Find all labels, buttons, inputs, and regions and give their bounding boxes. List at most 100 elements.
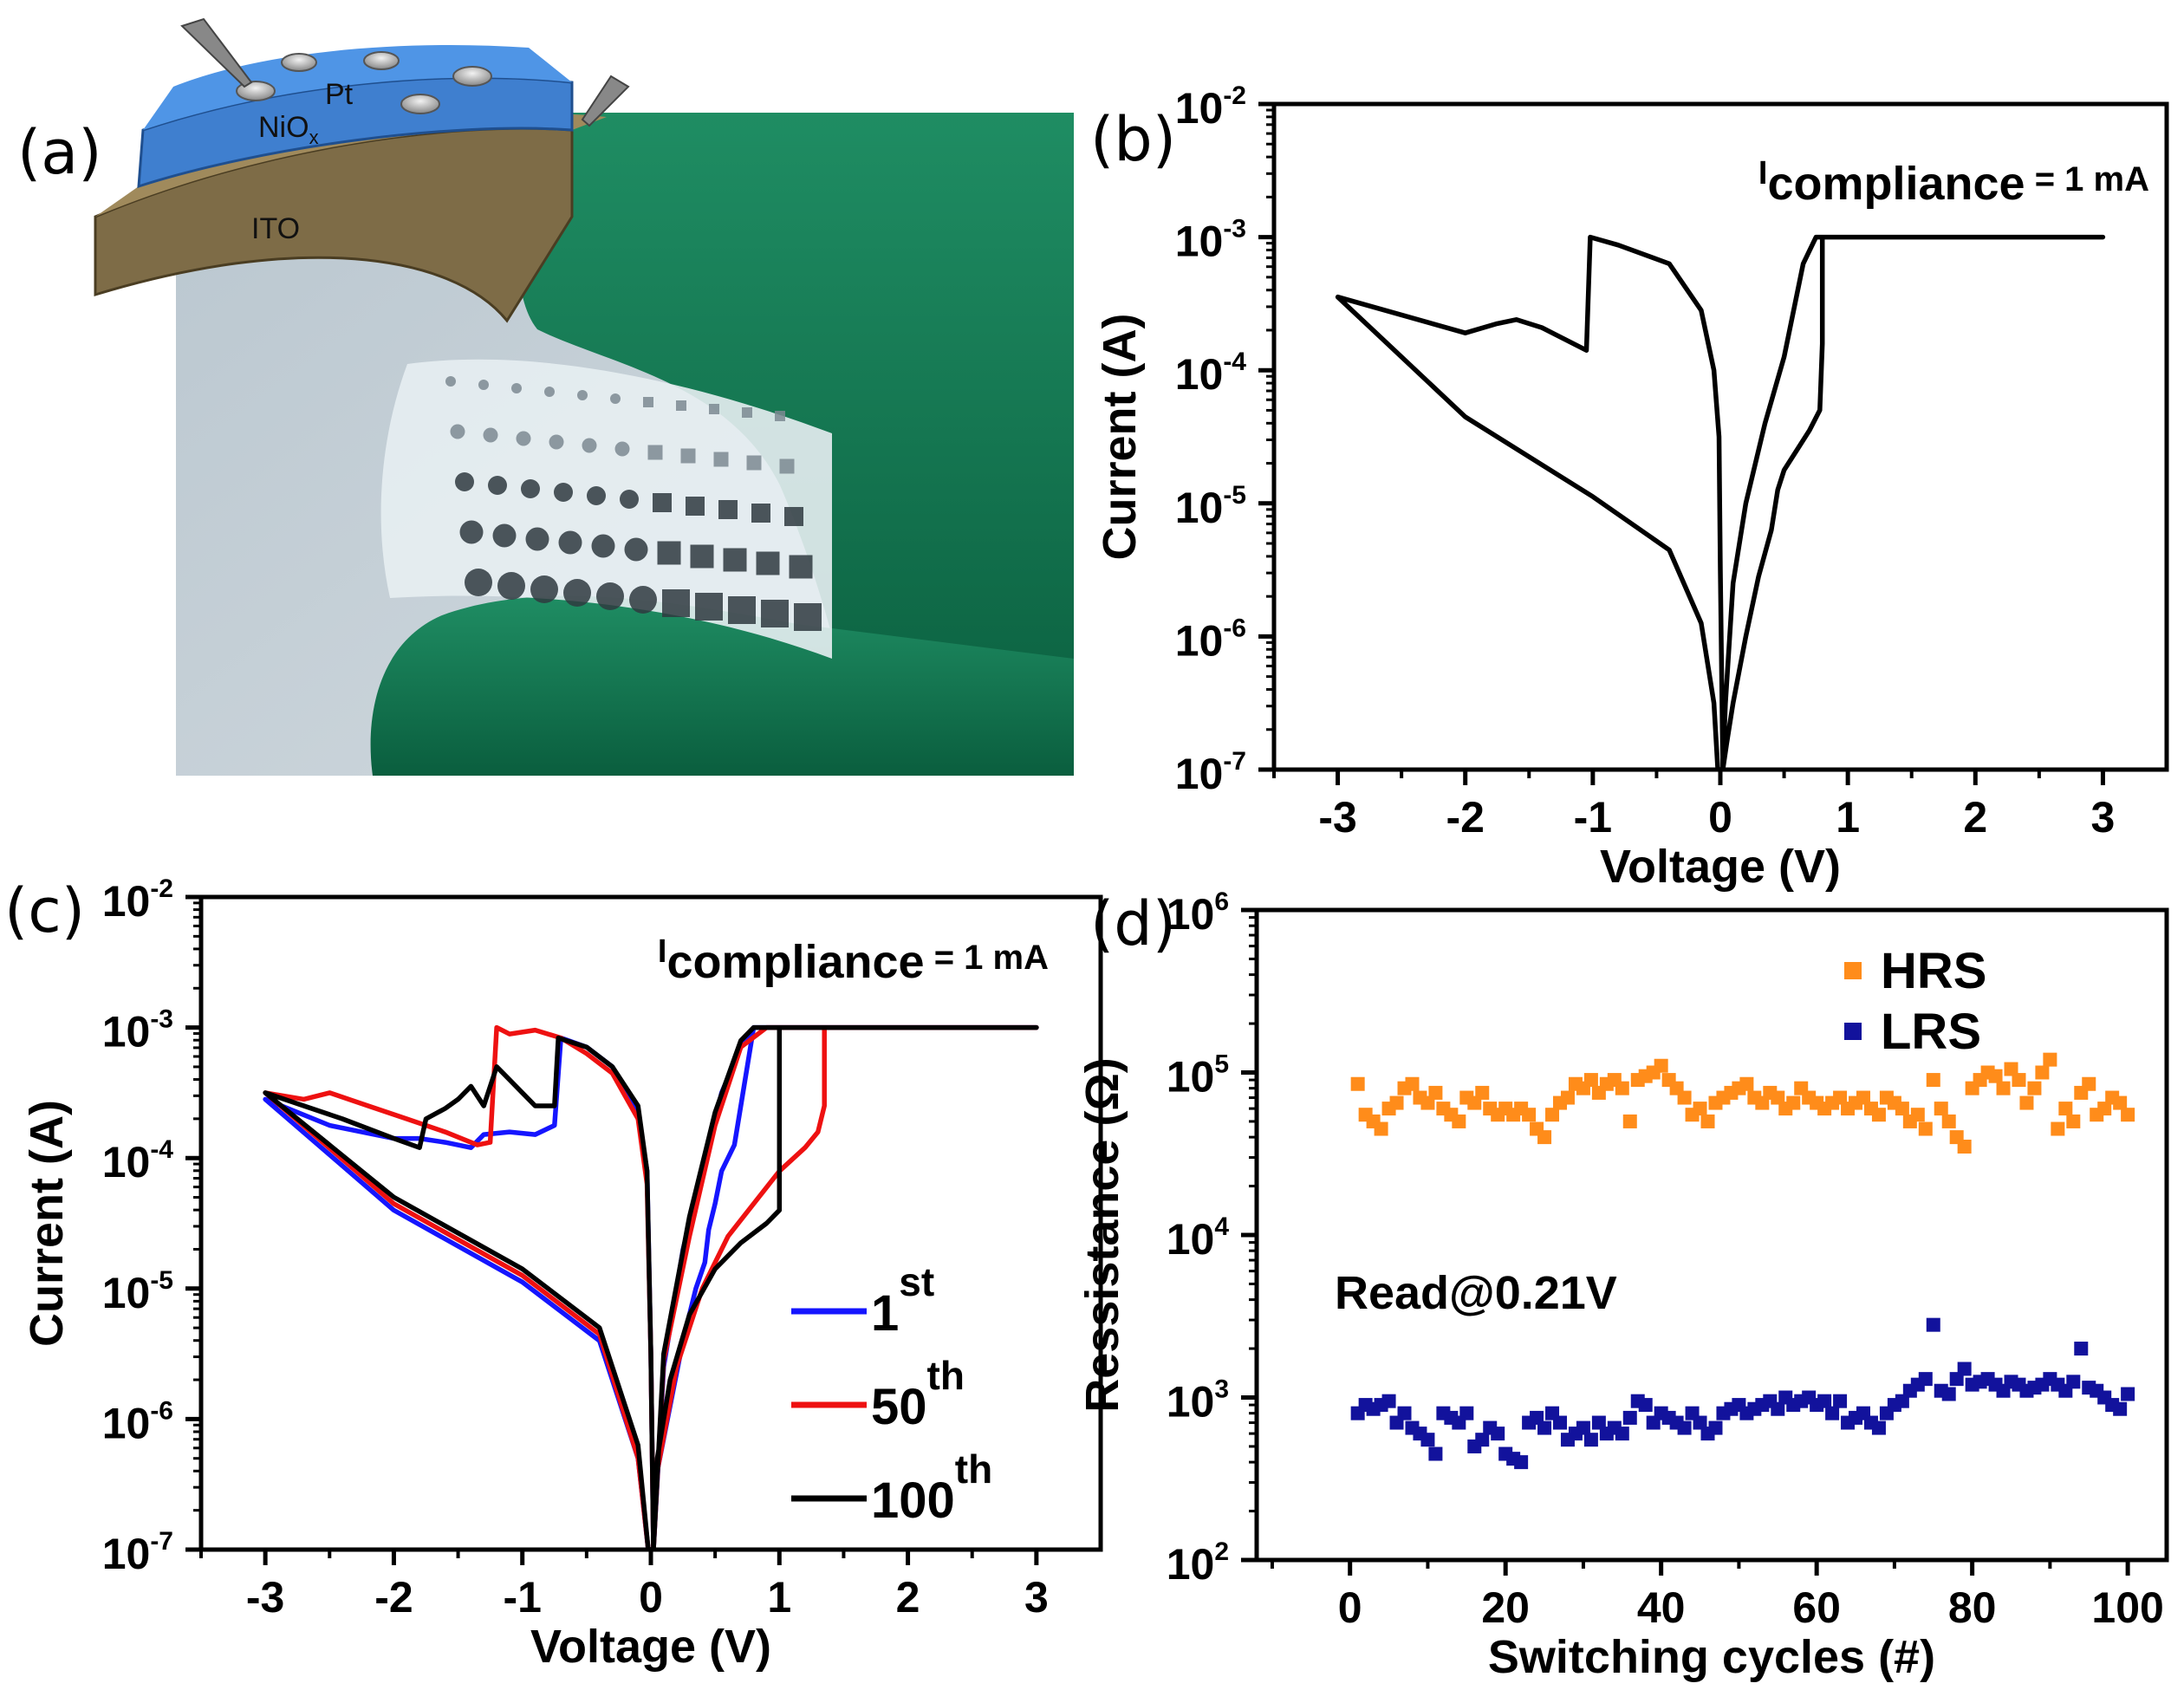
legend-text: 100 <box>871 1472 955 1529</box>
electrode-pad <box>610 393 621 404</box>
legend-sup: st <box>899 1259 934 1304</box>
data-point-hrs <box>1622 1114 1637 1128</box>
electrode-pad <box>662 589 690 617</box>
electrode-pad <box>728 596 756 624</box>
tick-exponent: 6 <box>1214 887 1229 916</box>
y-tick-label: 10-3 <box>1175 215 1246 266</box>
electrode-pad <box>690 544 714 569</box>
probe-tip-right <box>581 75 630 127</box>
electrode-pad <box>751 504 770 523</box>
tick-base: 10 <box>1175 84 1224 133</box>
electrode-pad <box>794 603 822 631</box>
electrode-pad <box>614 441 630 457</box>
tick-exponent: -4 <box>1223 348 1246 376</box>
tick-exponent: -5 <box>150 1266 173 1295</box>
read-voltage-annotation: Read@0.21V <box>1335 1267 1617 1319</box>
compliance-annotation: Icompliance = 1 mA <box>1758 155 2149 210</box>
series-group <box>263 1024 1039 1550</box>
tick-base: 10 <box>1175 750 1224 798</box>
electrode-pad <box>478 380 489 390</box>
electrode-pad <box>450 424 465 439</box>
electrode-pad <box>525 527 549 551</box>
data-point-hrs <box>1918 1121 1933 1136</box>
panel-label-c: (c) <box>4 875 85 946</box>
data-point-lrs <box>1475 1433 1490 1447</box>
data-point-lrs <box>1537 1420 1552 1435</box>
x-tick-label: 40 <box>1637 1583 1686 1632</box>
y-tick-label: 10-2 <box>1175 81 1246 133</box>
electrode-pad <box>789 555 813 579</box>
y-tick-label: 102 <box>1167 1537 1229 1589</box>
data-point-lrs <box>1397 1406 1412 1420</box>
electrode-pad <box>629 586 657 614</box>
data-point-hrs <box>1537 1130 1552 1145</box>
electrode-pad <box>455 472 474 491</box>
plot-area-c: -3 -2 -1 0 1 2 310-710-610-510-410-310-2Voltag… <box>21 874 1103 1673</box>
data-point-lrs <box>1871 1420 1886 1435</box>
data-point-hrs <box>1615 1081 1629 1095</box>
electrode-pad <box>577 390 588 400</box>
label-ito: ITO <box>251 212 300 245</box>
y-tick-label: 10-6 <box>102 1396 173 1447</box>
y-tick-label: 105 <box>1167 1050 1229 1102</box>
data-point-hrs <box>1560 1090 1575 1105</box>
legend-label: 1st <box>871 1259 934 1342</box>
legend-text: 1 <box>871 1285 899 1342</box>
data-point-hrs <box>1583 1073 1598 1088</box>
x-tick-label: -2 <box>374 1573 413 1622</box>
data-point-hrs <box>1941 1114 1956 1128</box>
electrode-pad <box>459 520 484 544</box>
tick-exponent: -2 <box>150 874 173 903</box>
nio-layer-top <box>143 45 572 130</box>
data-point-hrs <box>2004 1062 2018 1076</box>
data-point-lrs <box>1833 1394 1848 1408</box>
probe-tip-left <box>180 17 253 88</box>
data-point-hrs <box>2066 1114 2081 1128</box>
y-tick-label: 10-5 <box>102 1266 173 1317</box>
electrode-pad <box>779 458 795 474</box>
legend-sup: th <box>927 1353 965 1398</box>
data-point-hrs <box>1428 1085 1443 1100</box>
legend-label: 100th <box>871 1446 992 1529</box>
glove-lower <box>370 595 1074 776</box>
legend-label: HRS <box>1881 943 1986 999</box>
x-tick-label: 20 <box>1481 1583 1530 1632</box>
data-point-hrs <box>1677 1090 1692 1105</box>
data-point-hrs <box>1957 1139 1972 1154</box>
data-point-hrs <box>1700 1114 1715 1128</box>
x-axis-label: Voltage (V) <box>1600 841 1841 893</box>
electrode-pad <box>761 600 789 627</box>
data-point-lrs <box>1638 1398 1653 1413</box>
data-point-hrs <box>1522 1108 1537 1122</box>
electrode-pad <box>521 479 540 498</box>
tick-base: 10 <box>102 1399 151 1447</box>
axes-frame <box>1254 907 2169 1563</box>
data-point-hrs <box>1771 1090 1785 1105</box>
data-point-hrs <box>1856 1090 1870 1105</box>
x-tick-label: -1 <box>1574 793 1612 842</box>
annotation-rest: = 1 mA <box>925 939 1049 977</box>
tick-exponent: -3 <box>1223 215 1246 244</box>
x-tick-label: -2 <box>1446 793 1484 842</box>
data-point-lrs <box>1918 1372 1933 1387</box>
tick-base: 10 <box>102 1138 151 1186</box>
tick-base: 10 <box>102 1269 151 1317</box>
tick-base: 10 <box>1167 890 1215 939</box>
data-point-hrs <box>1871 1108 1886 1122</box>
x-axis-label: Voltage (V) <box>530 1621 771 1673</box>
data-point-lrs <box>1817 1394 1832 1408</box>
data-point-hrs <box>2043 1052 2057 1067</box>
data-point-hrs <box>2035 1065 2050 1080</box>
data-point-hrs <box>1654 1058 1668 1073</box>
data-point-hrs <box>1833 1090 1848 1105</box>
legend-sup: th <box>955 1446 992 1492</box>
electrode-pad <box>558 530 582 555</box>
data-point-lrs <box>1491 1427 1505 1441</box>
electrode-pad <box>483 427 498 443</box>
data-point-hrs <box>1374 1121 1388 1136</box>
electrode-pad <box>582 438 597 453</box>
tick-exponent: -6 <box>1223 614 1246 642</box>
plot-area-b: -3 -2 -1 0 1 2 310-710-610-510-410-310-2Voltag… <box>1094 81 2169 893</box>
data-point-lrs <box>1825 1406 1840 1420</box>
